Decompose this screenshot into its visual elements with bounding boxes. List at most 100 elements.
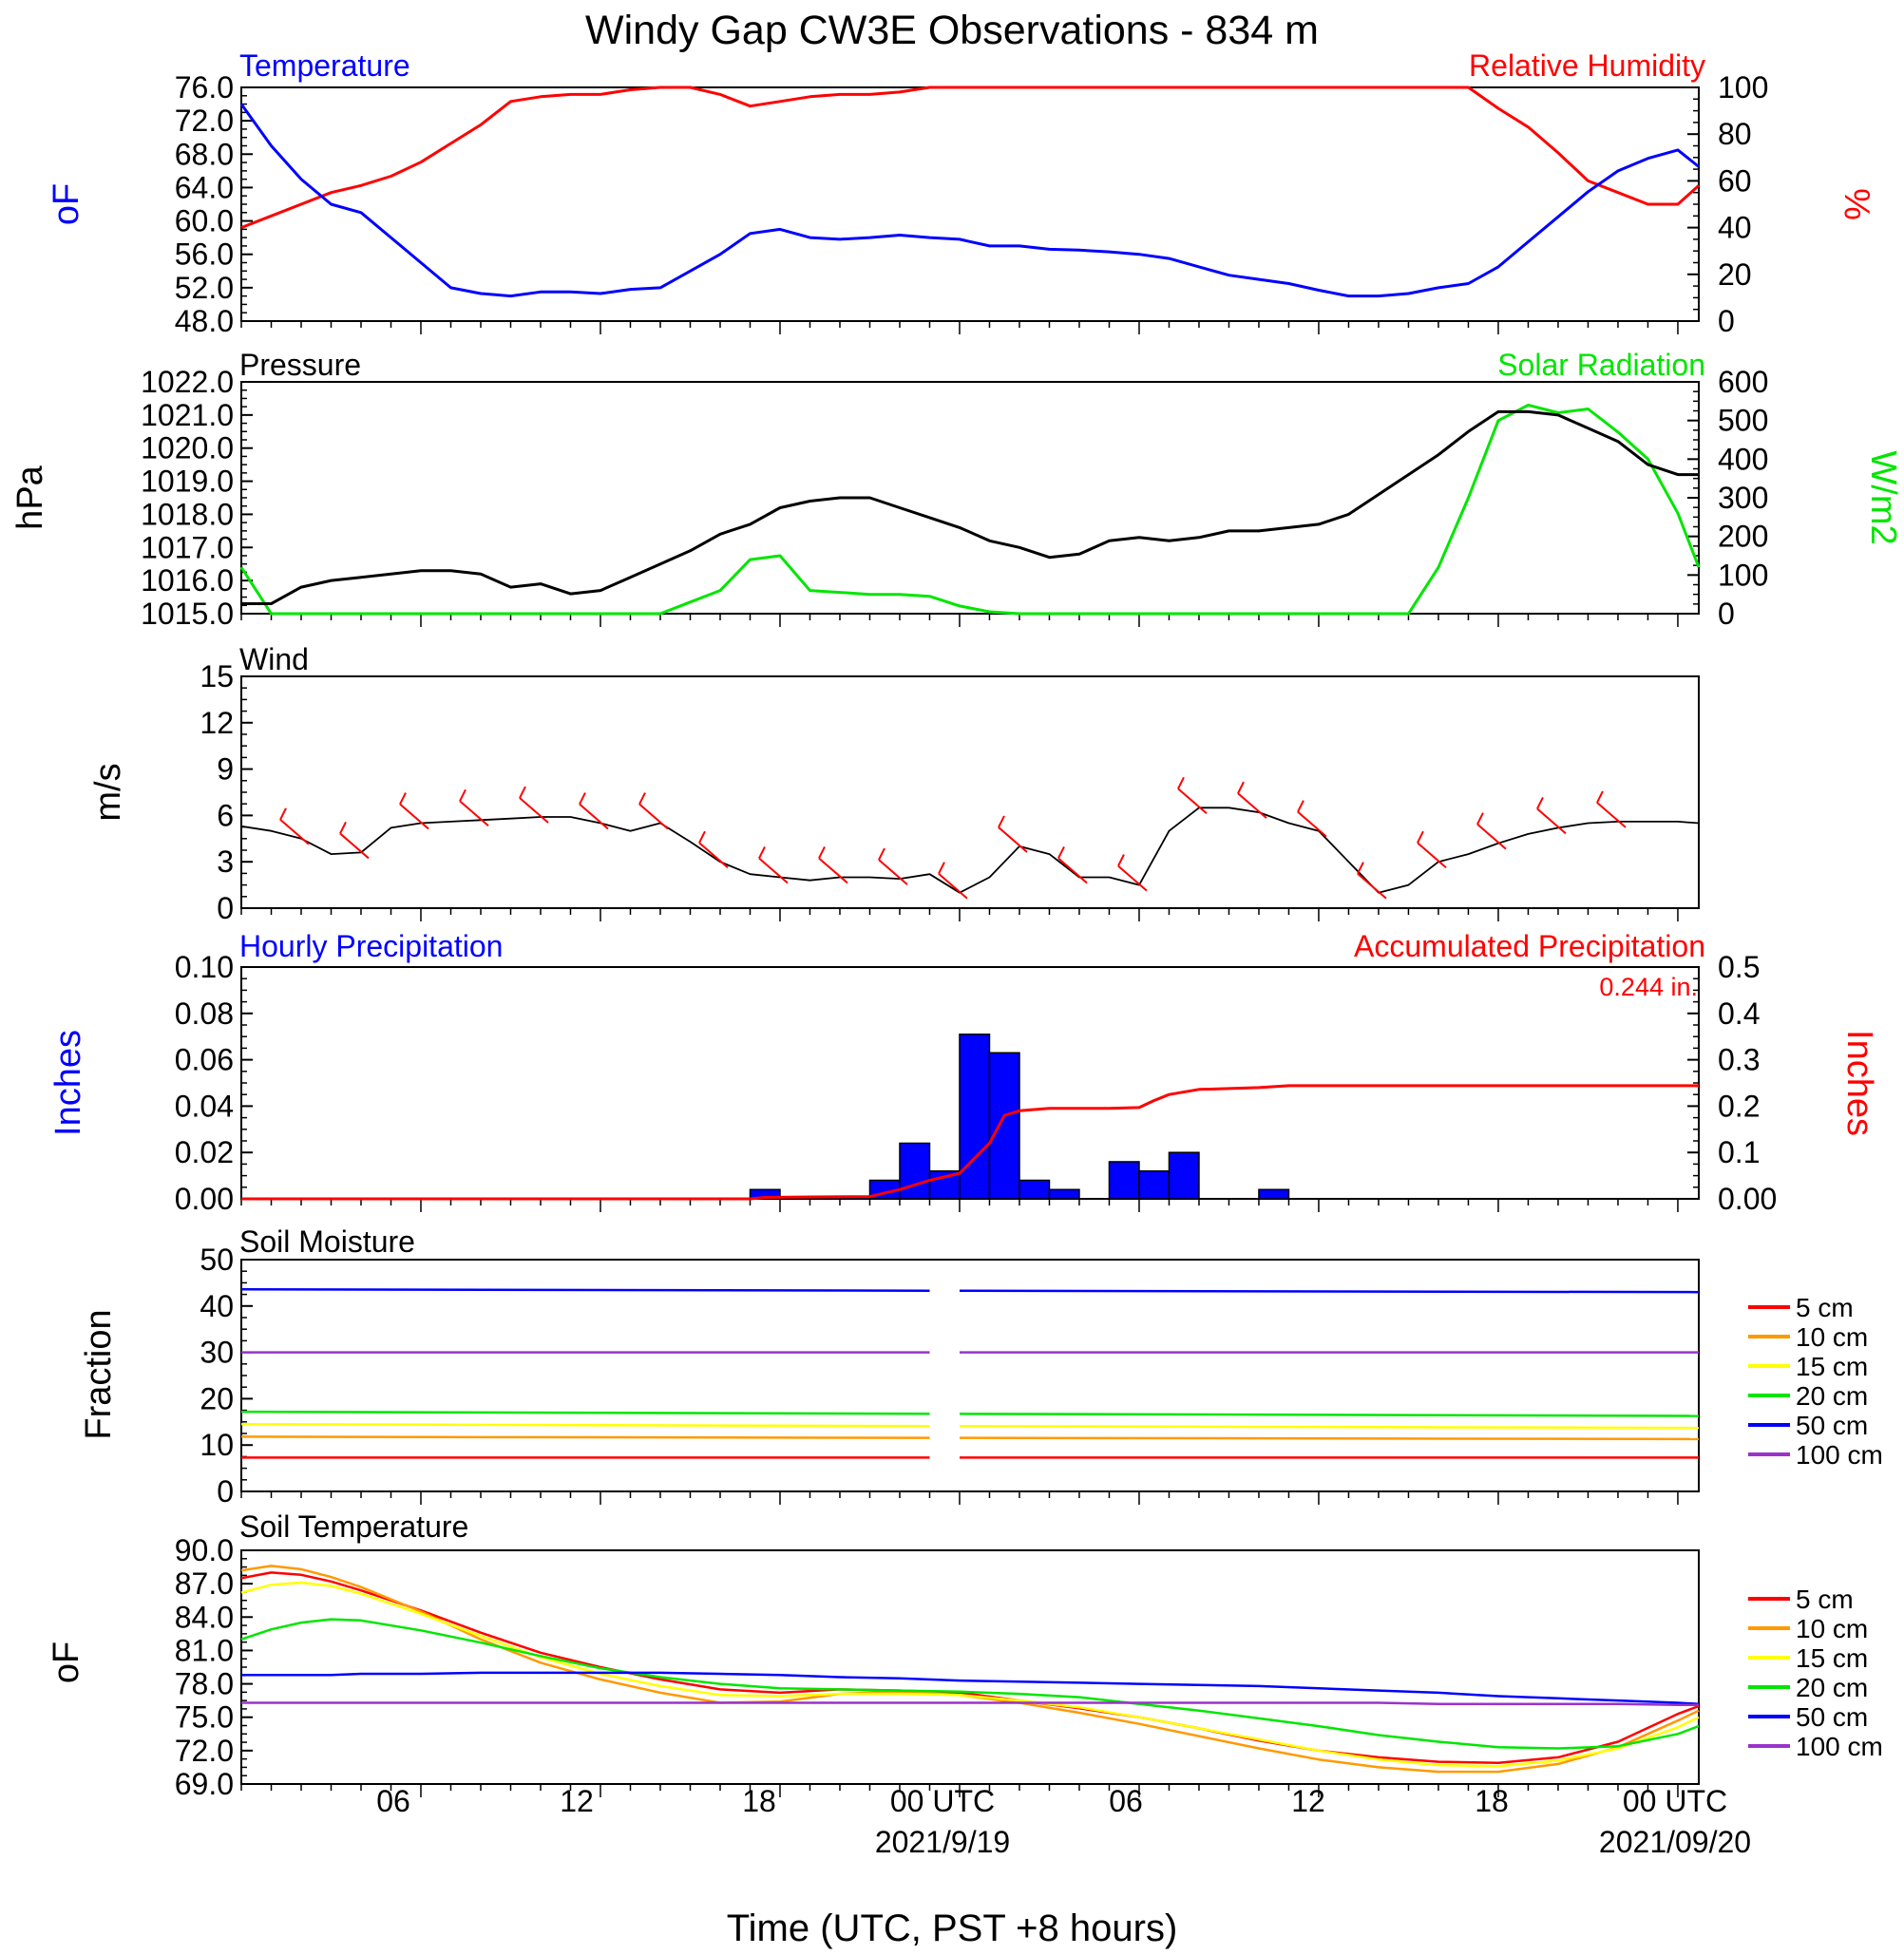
- humidity-axis-tick-label: 20: [1718, 257, 1752, 292]
- wind-barb: [1057, 857, 1088, 884]
- precip-axis-tick-label: 0.02: [175, 1135, 234, 1169]
- precip-bar: [1168, 1151, 1200, 1200]
- wind-barb: [579, 803, 609, 830]
- wind-title: Wind: [239, 642, 309, 676]
- soil-temperature-axis-tick-label: 90.0: [175, 1533, 234, 1567]
- soil-temperature-line: [240, 1581, 1700, 1768]
- soil-temperature-unit: oF: [47, 1642, 86, 1683]
- wind-barb: [1476, 823, 1507, 850]
- precipitation-panel: Hourly Precipitation Accumulated Precipi…: [48, 929, 1879, 1216]
- wind-barb-flag: [339, 821, 347, 834]
- x-date-label: 2021/9/19: [875, 1825, 1010, 1859]
- soil-moisture-line: [959, 1436, 1700, 1441]
- soil-temperature-legend-label: 50 cm: [1796, 1702, 1868, 1732]
- solar-axis-tick-label: 0: [1718, 597, 1735, 631]
- pressure-axis-tick-label: 1022.0: [141, 365, 234, 399]
- pressure-solar-panel: Pressure Solar Radiation hPa W/m2 1022.0…: [10, 348, 1903, 631]
- x-date-label: 2021/09/20: [1599, 1825, 1751, 1859]
- humidity-axis-tick-label: 60: [1718, 163, 1752, 198]
- soil-moisture-legend-label: 15 cm: [1796, 1352, 1868, 1381]
- soil-temperature-line: [241, 1701, 1699, 1707]
- x-tick-label: 00 UTC: [1623, 1784, 1727, 1818]
- precip-bar: [1108, 1161, 1140, 1200]
- accum-precip-line: [241, 1084, 1699, 1201]
- temperature-title: Temperature: [239, 48, 410, 83]
- soil-temperature-axis-tick-label: 75.0: [175, 1700, 234, 1735]
- wind-barb-flag: [1057, 846, 1065, 859]
- soil-moisture-line: [240, 1287, 930, 1292]
- precip-left-unit: Inches: [48, 1030, 88, 1136]
- humidity-title: Relative Humidity: [1469, 48, 1705, 83]
- humidity-axis-tick-label: 100: [1718, 70, 1768, 104]
- wind-axis-tick-label: 6: [217, 798, 234, 832]
- humidity-unit: %: [1837, 188, 1876, 220]
- temperature-line: [239, 103, 1700, 298]
- wind-barb: [1596, 802, 1627, 828]
- precip-axis-tick-label: 0.08: [175, 996, 234, 1031]
- temperature-axis-tick-label: 64.0: [175, 170, 234, 204]
- wind-axis-tick-label: 15: [200, 659, 234, 693]
- soil-temperature-legend-label: 10 cm: [1796, 1614, 1868, 1643]
- soil-moisture-legend-label: 20 cm: [1796, 1381, 1868, 1411]
- wind-axis-tick-label: 0: [217, 891, 234, 925]
- wind-barb-flag: [878, 847, 885, 861]
- precip-bar: [1258, 1188, 1290, 1200]
- precip-axis-tick-label: 0.00: [175, 1182, 234, 1216]
- pressure-title: Pressure: [239, 348, 361, 382]
- wind-barb-flag: [1237, 781, 1245, 794]
- temperature-axis-tick-label: 52.0: [175, 271, 234, 305]
- soil-temperature-legend-label: 15 cm: [1796, 1643, 1868, 1673]
- wind-barb-flag: [459, 788, 466, 802]
- precip-bar: [899, 1142, 931, 1200]
- soil-temperature-axis-tick-label: 72.0: [175, 1734, 234, 1768]
- wind-barb: [1417, 842, 1447, 868]
- wind-barb-flag: [1476, 812, 1484, 826]
- humidity-axis-tick-label: 0: [1718, 304, 1735, 338]
- wind-barb-flag: [519, 786, 526, 799]
- pressure-axis-tick-label: 1020.0: [141, 431, 234, 465]
- soil-moisture-line: [240, 1435, 930, 1439]
- wind-barb-flag: [758, 846, 766, 859]
- precip-bar: [959, 1034, 991, 1200]
- wind-barb-flag: [1596, 790, 1604, 804]
- precip-axis-tick-label: 0.06: [175, 1043, 234, 1077]
- wind-barb: [818, 857, 848, 884]
- soil-temperature-axis-tick-label: 78.0: [175, 1667, 234, 1701]
- wind-axis-tick-label: 12: [200, 706, 234, 740]
- plot-frame: [240, 1549, 1700, 1785]
- precip-bar: [988, 1052, 1020, 1200]
- soil-moisture-legend-label: 5 cm: [1796, 1293, 1854, 1322]
- soil-temperature-line: [240, 1571, 1700, 1764]
- accum-axis-tick-label: 0.4: [1718, 996, 1760, 1031]
- soil-temperature-axis-tick-label: 81.0: [175, 1633, 234, 1667]
- solar-axis-tick-label: 100: [1718, 558, 1768, 592]
- precip-bar: [1019, 1179, 1051, 1200]
- wind-barb: [1177, 788, 1208, 815]
- accum-axis-tick-label: 0.2: [1718, 1089, 1760, 1123]
- precip-bar: [1048, 1188, 1080, 1200]
- plot-frame: [240, 675, 1700, 909]
- wind-barb: [279, 819, 310, 845]
- x-axis-label: Time (UTC, PST +8 hours): [727, 1908, 1178, 1949]
- precip-axis-tick-label: 0.10: [175, 950, 234, 984]
- figure-title: Windy Gap CW3E Observations - 834 m: [585, 8, 1319, 53]
- wind-barb: [938, 872, 968, 900]
- soil-temperature-legend-label: 5 cm: [1796, 1585, 1854, 1614]
- wind-barb-flag: [1417, 830, 1424, 844]
- wind-barb-flag: [1357, 862, 1364, 875]
- accum-axis-tick-label: 0.5: [1718, 950, 1760, 984]
- pressure-axis-tick-label: 1018.0: [141, 497, 234, 531]
- soil-moisture-line: [240, 1422, 930, 1428]
- soil-temperature-panel: Soil Temperature oF 90.087.084.081.078.0…: [47, 1509, 1883, 1801]
- soil-temperature-axis-tick-label: 69.0: [175, 1767, 234, 1801]
- soil-moisture-line: [959, 1424, 1700, 1430]
- solar-unit: W/m2: [1863, 450, 1903, 544]
- pressure-axis-tick-label: 1017.0: [141, 530, 234, 564]
- hourly-precip-title: Hourly Precipitation: [239, 929, 503, 963]
- accum-axis-tick-label: 0.1: [1718, 1135, 1760, 1169]
- wind-barb-flag: [1297, 800, 1304, 813]
- soil-moisture-axis-tick-label: 50: [200, 1243, 234, 1277]
- wind-barb: [1237, 792, 1267, 819]
